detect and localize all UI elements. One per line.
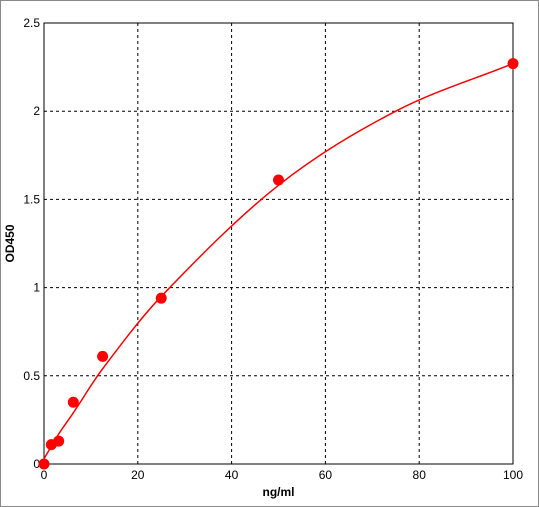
tick-labels: 0 20 40 60 80 100 0 0.5 1 1.5 2 2.5	[23, 16, 523, 482]
data-points	[38, 58, 519, 470]
x-axis-label: ng/ml	[263, 485, 295, 499]
y-tick-label: 1	[33, 281, 40, 295]
data-point	[155, 292, 167, 304]
x-tick-label: 80	[413, 468, 427, 482]
plot-area-border	[43, 22, 514, 465]
data-point	[38, 458, 50, 470]
y-tick-label: 0	[33, 457, 40, 471]
x-tick-label: 60	[319, 468, 333, 482]
data-point	[507, 58, 519, 70]
grid	[44, 23, 513, 464]
x-tick-label: 20	[131, 468, 145, 482]
data-point	[273, 174, 284, 186]
x-tick-label: 100	[503, 468, 523, 482]
x-tick-label: 0	[41, 468, 48, 482]
x-tick-label: 40	[225, 468, 239, 482]
data-point	[67, 396, 79, 408]
y-tick-label: 1.5	[23, 192, 40, 206]
y-tick-label: 2.5	[23, 16, 40, 30]
y-tick-label: 0.5	[23, 369, 40, 383]
data-point	[53, 435, 65, 447]
data-point	[97, 350, 109, 362]
y-axis-label: OD450	[3, 224, 17, 262]
y-tick-label: 2	[33, 104, 40, 118]
